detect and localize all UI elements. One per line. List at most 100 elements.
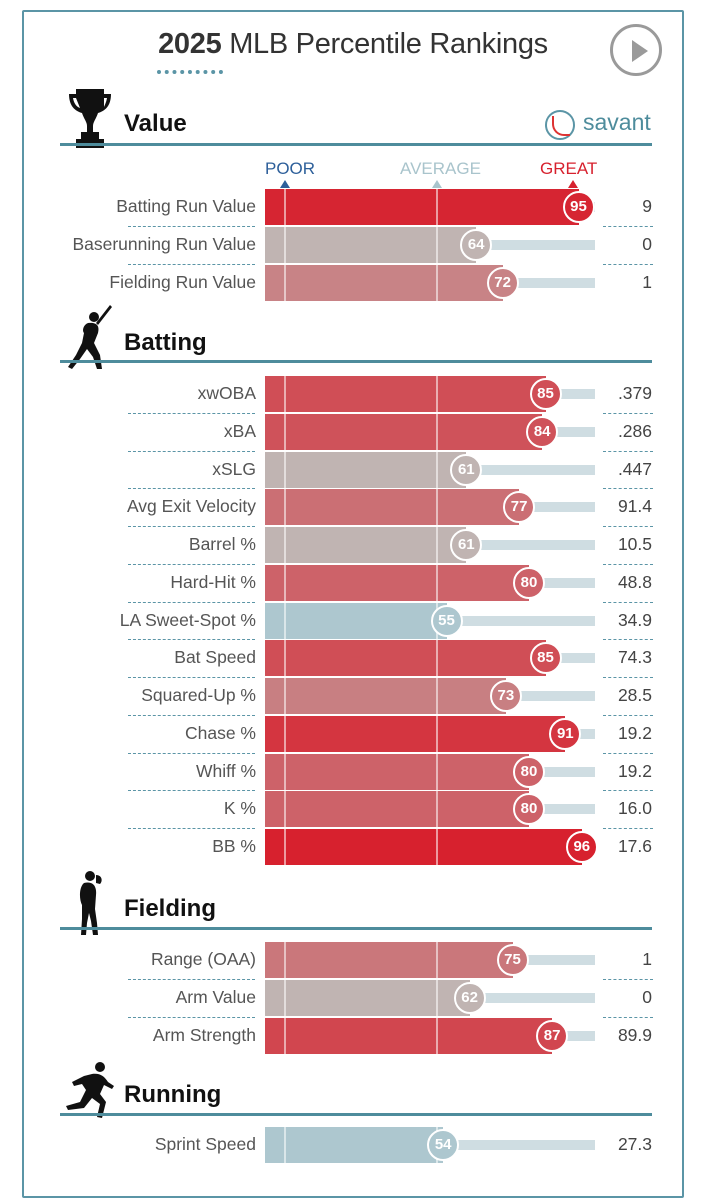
percentile-bubble: 73: [489, 680, 522, 712]
section-divider: [60, 927, 652, 930]
percentile-bar: [265, 413, 543, 450]
metric-label: Squared-Up %: [141, 685, 256, 705]
grid-tick: [435, 527, 438, 563]
grid-tick: [283, 451, 286, 488]
percentile-bubble: 75: [496, 944, 529, 976]
row-divider: [603, 790, 653, 792]
percentile-bubble: 80: [513, 566, 545, 599]
metric-value: 0: [642, 233, 652, 254]
row-divider: [128, 639, 255, 641]
row-divider: [603, 601, 653, 603]
grid-tick: [435, 1017, 438, 1054]
row-divider: [603, 225, 653, 227]
metric-value: 9: [642, 196, 652, 216]
percentile-bubble: 84: [526, 415, 559, 448]
metric-value: 28.5: [617, 685, 652, 705]
grid-tick: [435, 715, 438, 752]
row-divider: [128, 526, 255, 528]
metric-label: Hard-Hit %: [170, 571, 256, 592]
percentile-bar: [265, 489, 520, 526]
metric-value: 34.9: [617, 609, 652, 630]
row-divider: [603, 263, 653, 265]
metric-label: Bat Speed: [174, 647, 256, 668]
row-divider: [128, 601, 255, 603]
metric-label: BB %: [212, 836, 256, 856]
row-divider: [603, 714, 653, 716]
grid-tick: [435, 451, 438, 488]
percentile-bubble: 87: [536, 1019, 569, 1052]
grid-tick: [435, 189, 438, 225]
metric-label: xBA: [223, 420, 256, 441]
section-title-fielding: Fielding: [124, 895, 216, 922]
metric-value: 74.3: [617, 647, 652, 668]
grid-tick: [283, 376, 286, 412]
row-divider: [603, 639, 653, 641]
row-divider: [128, 677, 255, 679]
metric-label: Fielding Run Value: [109, 271, 256, 292]
grid-tick: [435, 413, 438, 450]
axis-great-label: GREAT: [540, 159, 598, 178]
grid-tick: [283, 264, 286, 301]
title-year: 2025: [158, 28, 222, 60]
percentile-bubble: 80: [513, 755, 545, 788]
row-divider: [128, 563, 255, 565]
percentile-bar: [265, 527, 467, 563]
metric-label: LA Sweet-Spot %: [119, 609, 256, 630]
metric-value: 10.5: [617, 534, 652, 554]
metric-value: 19.2: [617, 760, 652, 781]
metric-value: 0: [642, 986, 652, 1007]
percentile-bubble: 55: [430, 604, 463, 637]
grid-tick: [435, 226, 438, 263]
row-divider: [603, 563, 653, 565]
grid-tick: [283, 829, 286, 865]
section-divider: [60, 143, 652, 146]
metric-value: 91.4: [617, 496, 652, 517]
percentile-bar: [265, 1017, 553, 1054]
percentile-bar: [265, 753, 529, 790]
title-text: MLB Percentile Rankings: [229, 28, 548, 60]
axis-average-label: AVERAGE: [400, 159, 481, 178]
grid-tick: [283, 942, 286, 978]
card-frame: [22, 10, 684, 1198]
grid-tick: [435, 791, 438, 828]
metric-label: Batting Run Value: [116, 196, 256, 216]
grid-tick: [435, 376, 438, 412]
row-divider: [128, 828, 255, 830]
percentile-bubble: 77: [503, 491, 536, 524]
percentile-bar: [265, 1127, 444, 1163]
metric-label: Barrel %: [188, 534, 256, 554]
fielder-icon: [79, 871, 102, 935]
metric-value: 1: [642, 949, 652, 969]
percentile-bar: [265, 678, 506, 714]
percentile-bubble: 62: [453, 981, 486, 1014]
metric-label: Range (OAA): [150, 949, 256, 969]
percentile-bubble: 95: [562, 191, 595, 223]
row-divider: [603, 1016, 653, 1018]
metric-label: Sprint Speed: [154, 1134, 256, 1154]
play-button[interactable]: [610, 24, 662, 76]
row-divider: [128, 978, 255, 980]
grid-tick: [283, 189, 286, 225]
section-title-running: Running: [124, 1081, 222, 1108]
percentile-bar: [265, 829, 582, 865]
metric-value: 17.6: [617, 836, 652, 856]
row-divider: [603, 752, 653, 754]
percentile-bar: [265, 564, 529, 601]
percentile-bar: [265, 602, 447, 639]
row-divider: [128, 412, 255, 414]
metric-value: 89.9: [617, 1024, 652, 1045]
grid-tick: [283, 1017, 286, 1054]
percentile-bar: [265, 264, 503, 301]
percentile-bar: [265, 376, 546, 412]
grid-tick: [283, 1127, 286, 1163]
grid-tick: [283, 489, 286, 526]
metric-value: 19.2: [617, 722, 652, 743]
row-divider: [128, 450, 255, 452]
grid-tick: [435, 942, 438, 978]
metric-label: xSLG: [212, 458, 256, 479]
metric-label: K %: [223, 798, 256, 819]
percentile-bubble: 64: [460, 228, 493, 261]
grid-tick: [435, 264, 438, 301]
grid-tick: [283, 715, 286, 752]
grid-tick: [283, 979, 286, 1016]
